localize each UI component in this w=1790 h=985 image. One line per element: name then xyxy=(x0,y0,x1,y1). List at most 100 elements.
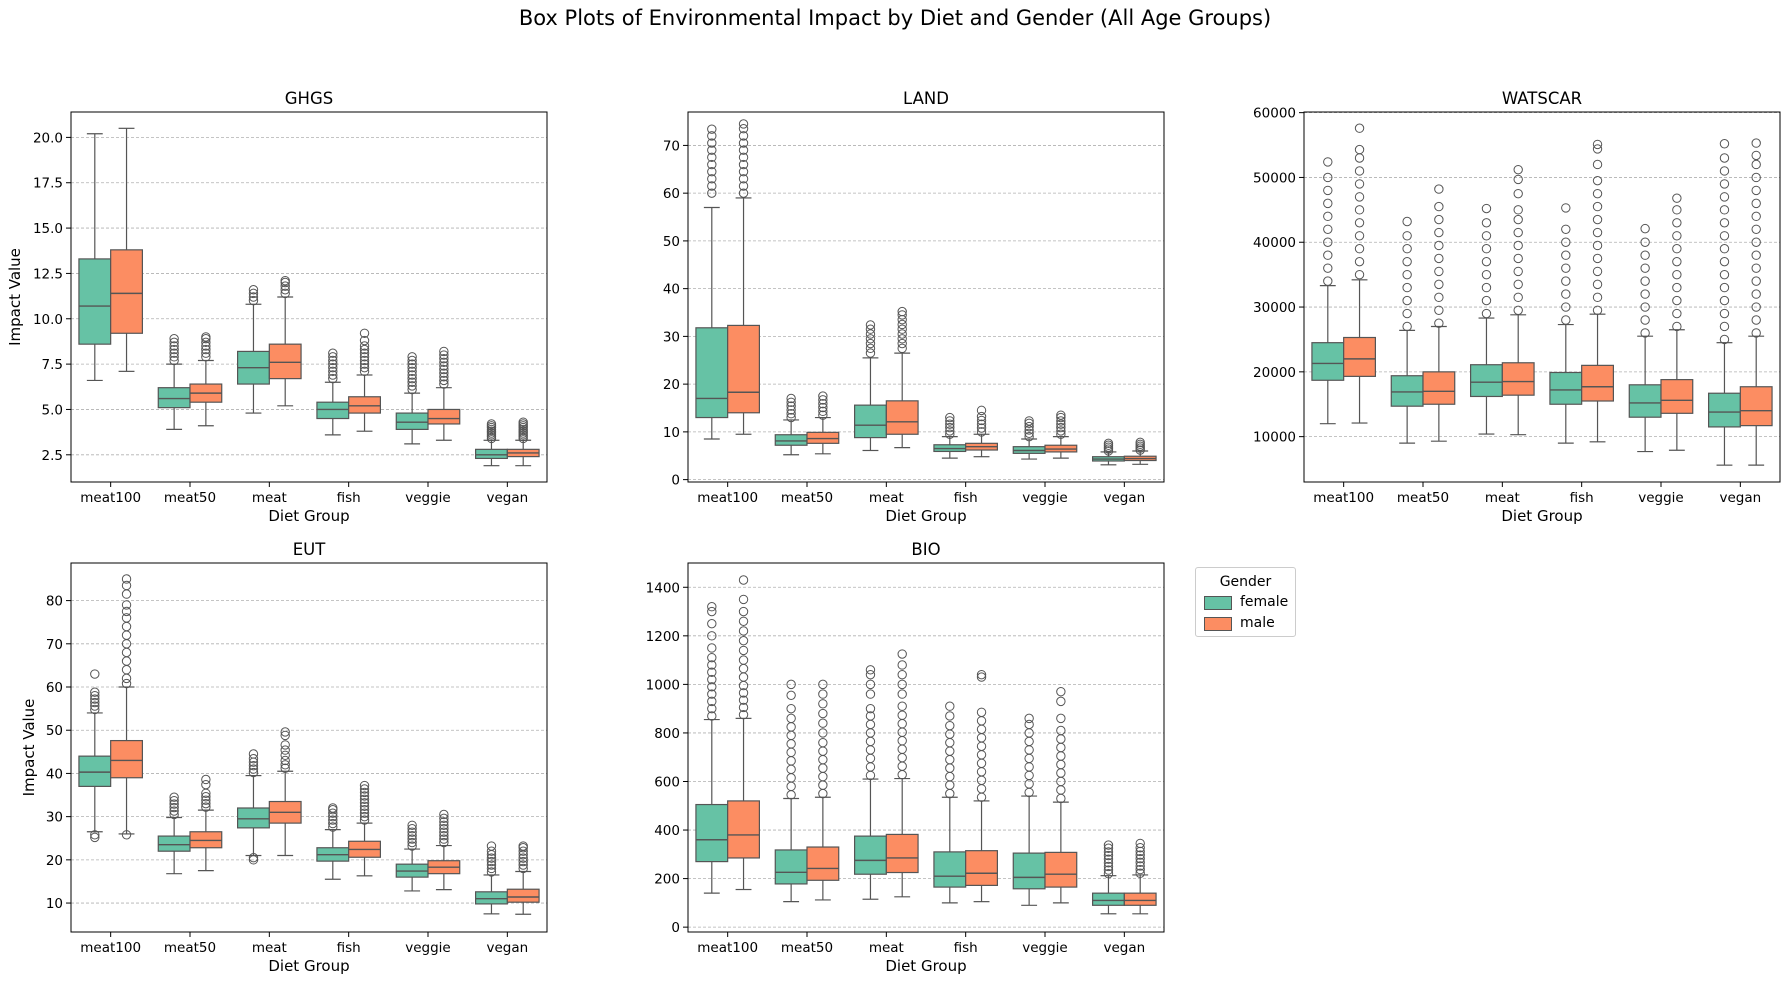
outlier-point xyxy=(1056,426,1066,436)
outlier-point xyxy=(818,679,828,690)
outlier-point xyxy=(1354,269,1365,280)
outlier-point xyxy=(359,805,370,815)
outlier-point xyxy=(407,366,417,377)
outlier-point xyxy=(897,689,907,699)
legend-title: Gender xyxy=(1219,574,1272,590)
outlier-point xyxy=(407,384,417,395)
x-axis-label: Diet Group xyxy=(885,957,966,975)
x-tick-label: meat100 xyxy=(697,490,758,506)
outlier-point xyxy=(1592,175,1603,186)
legend: Gender female male xyxy=(1195,567,1296,637)
outlier-point xyxy=(1135,857,1145,868)
outlier-point xyxy=(1592,279,1603,290)
outlier-point xyxy=(1024,770,1034,781)
outlier-point xyxy=(1592,159,1603,170)
outlier-point xyxy=(169,337,179,348)
outlier-point xyxy=(1719,256,1730,267)
outlier-point xyxy=(518,846,528,856)
outlier-point xyxy=(818,780,828,790)
outlier-point xyxy=(328,370,338,380)
outlier-point xyxy=(818,410,828,420)
outlier-point xyxy=(976,724,987,734)
outlier-point xyxy=(121,606,132,617)
subplot-eut: 10 20 30 40 50 60 70 80 meat100 meat50 meat fish veg… xyxy=(20,540,548,975)
outlier-point xyxy=(1103,840,1114,850)
outlier-point xyxy=(1354,153,1365,163)
outlier-point xyxy=(1513,279,1523,290)
x-axis-label: Diet Group xyxy=(885,507,966,525)
outlier-point xyxy=(359,366,370,377)
outlier-point xyxy=(1103,869,1114,879)
outlier-point xyxy=(201,779,211,790)
outlier-point xyxy=(121,673,132,684)
outlier-point xyxy=(897,701,907,711)
y-tick-label: 50 xyxy=(663,234,680,250)
outlier-point xyxy=(439,372,449,382)
outlier-point xyxy=(945,416,955,426)
subplot-title: WATSCAR xyxy=(1502,89,1582,108)
box-female-meat100 xyxy=(695,327,729,419)
outlier-point xyxy=(1719,139,1730,149)
outlier-point xyxy=(90,669,100,679)
outlier-point xyxy=(1354,144,1365,155)
outlier-point xyxy=(707,174,717,184)
box-female-veggie xyxy=(395,412,429,431)
outlier-point xyxy=(1719,153,1730,163)
outlier-point xyxy=(1592,139,1603,150)
outlier-point xyxy=(328,808,338,818)
outlier-point xyxy=(1103,861,1114,872)
x-tick-label: vegan xyxy=(1103,940,1145,956)
box-male-meat xyxy=(885,400,919,435)
y-tick-label: 800 xyxy=(654,726,680,742)
box-female-meat100 xyxy=(78,258,112,345)
outlier-point xyxy=(1354,231,1365,241)
outlier-point xyxy=(201,774,211,785)
outlier-point xyxy=(1640,328,1650,338)
outlier-point xyxy=(248,285,259,295)
box-male-vegan xyxy=(1123,892,1157,906)
outlier-point xyxy=(738,124,749,134)
outlier-point xyxy=(738,702,749,713)
outlier-point xyxy=(1323,211,1333,222)
outlier-point xyxy=(407,824,417,834)
outlier-point xyxy=(1402,295,1412,306)
outlier-point xyxy=(1103,843,1114,853)
outlier-point xyxy=(1481,231,1492,241)
outlier-point xyxy=(1561,315,1571,325)
outlier-point xyxy=(1024,762,1034,772)
outlier-point xyxy=(1751,302,1761,312)
outlier-point xyxy=(1481,308,1492,319)
outlier-point xyxy=(1135,853,1145,864)
outlier-point xyxy=(707,606,717,617)
outlier-point xyxy=(738,152,749,163)
outlier-point xyxy=(786,679,796,690)
y-tick-label: 30000 xyxy=(1253,300,1296,316)
outlier-point xyxy=(897,669,907,680)
outlier-point xyxy=(1751,150,1761,161)
outlier-point xyxy=(359,359,370,369)
outlier-point xyxy=(169,352,179,362)
outlier-point xyxy=(328,818,338,829)
outlier-point xyxy=(786,764,796,775)
outlier-point xyxy=(90,701,100,711)
outlier-point xyxy=(865,753,876,764)
outlier-point xyxy=(169,802,179,813)
outlier-point xyxy=(1135,864,1145,875)
outlier-point xyxy=(328,352,338,362)
outlier-point xyxy=(897,761,907,771)
outlier-point xyxy=(865,719,876,730)
outlier-point xyxy=(121,589,132,599)
outlier-point xyxy=(707,166,717,177)
outlier-point xyxy=(707,181,717,191)
outlier-point xyxy=(738,138,749,148)
subplot-watscar: 10000 20000 30000 40000 50000 60000 meat100 mea… xyxy=(1253,89,1781,525)
outlier-point xyxy=(1024,431,1034,442)
outlier-point xyxy=(518,860,528,870)
outlier-point xyxy=(439,361,449,371)
outlier-point xyxy=(976,419,987,429)
outlier-point xyxy=(169,355,179,366)
outlier-point xyxy=(865,745,876,755)
outlier-point xyxy=(865,348,876,358)
box-male-meat xyxy=(1501,362,1535,396)
y-tick-label: 10000 xyxy=(1253,430,1296,446)
